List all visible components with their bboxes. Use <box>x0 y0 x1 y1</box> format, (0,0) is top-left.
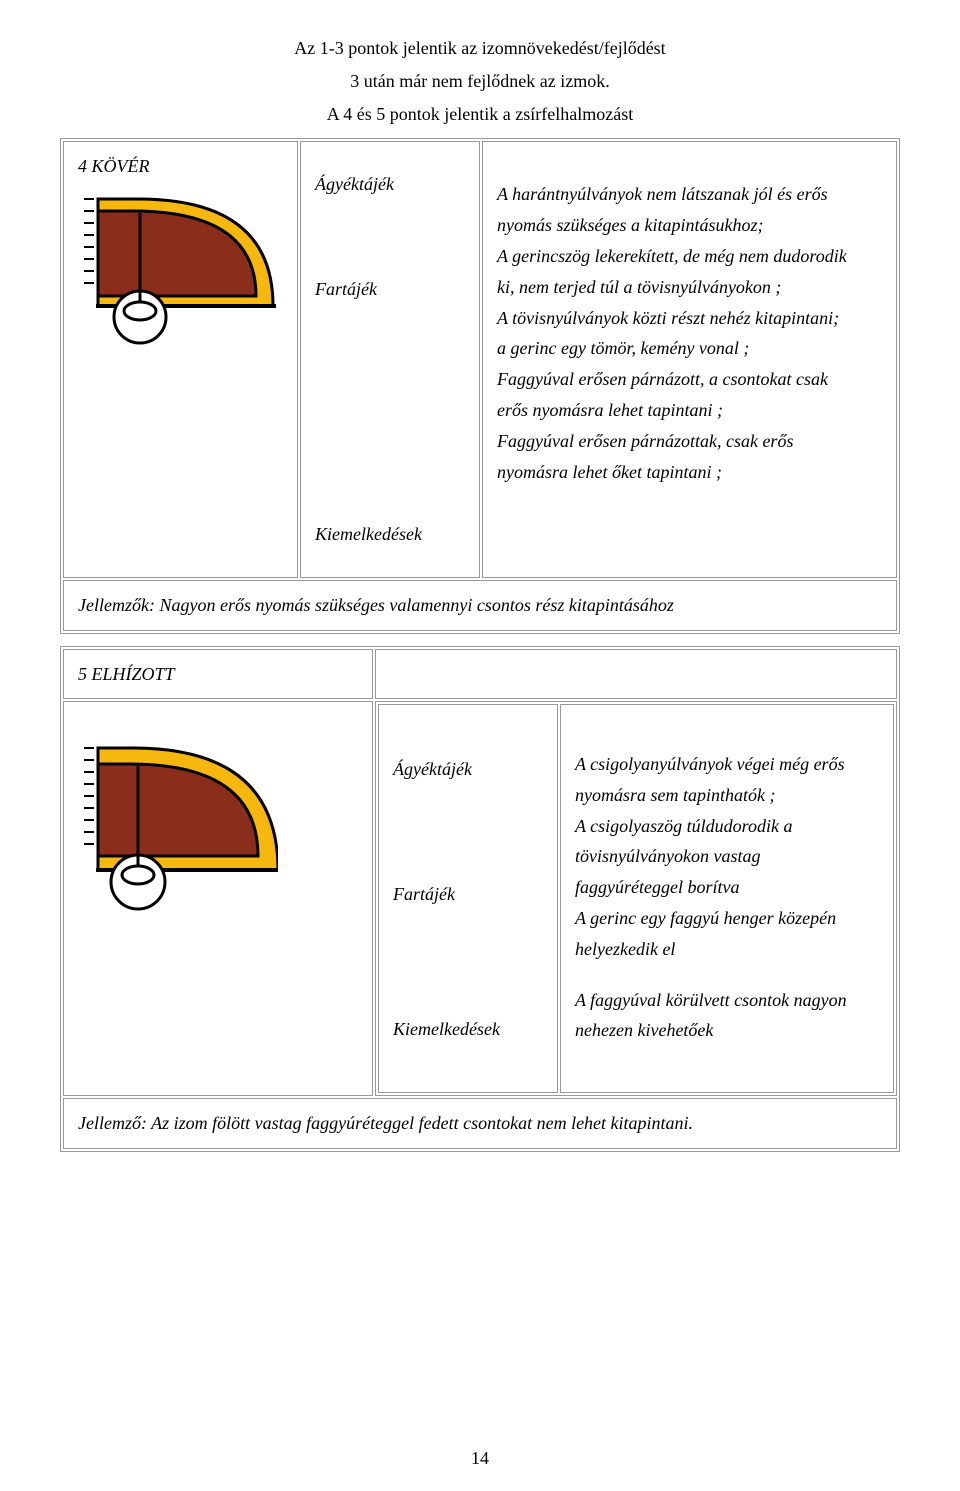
row5-heading: 5 ELHÍZOTT <box>78 664 175 684</box>
row4-heading-cell: 4 KÖVÉR <box>63 141 298 577</box>
row5-label-1: Ágyéktájék <box>393 755 543 784</box>
row5-right-wrapper: Ágyéktájék Fartájék Kiemelkedések A csig… <box>375 701 897 1095</box>
row4-desc-p5: A tövisnyúlványok közti részt nehéz kita… <box>497 304 882 333</box>
row5-desc-p8 <box>575 966 879 984</box>
row5-jellemzo-cell: Jellemző: Az izom fölött vastag faggyúré… <box>63 1098 897 1149</box>
row5-desc-cell: A csigolyanyúlványok végei még erős nyom… <box>560 704 894 1092</box>
row5-label-3: Kiemelkedések <box>393 1015 543 1044</box>
row4-desc-p9: Faggyúval erősen párnázottak, csak erős <box>497 427 882 456</box>
row5-mid-cell: Ágyéktájék Fartájék Kiemelkedések <box>378 704 558 1092</box>
row4-diagram <box>78 191 278 351</box>
row5-left-cell <box>63 701 373 1095</box>
row4-label-3: Kiemelkedések <box>315 520 465 549</box>
row5-desc-p1: A csigolyanyúlványok végei még erős <box>575 750 879 779</box>
row5-desc-p9: A faggyúval körülvett csontok nagyon <box>575 986 879 1015</box>
row5-heading-spacer <box>375 649 897 700</box>
row5-desc-p3: A csigolyaszög túldudorodik a <box>575 812 879 841</box>
table-row-5: 5 ELHÍZOTT <box>60 646 900 1152</box>
row5-diagram <box>78 742 278 902</box>
page: Az 1-3 pontok jelentik az izomnövekedést… <box>0 0 960 1491</box>
row4-jellemzo: Jellemzők: Nagyon erős nyomás szükséges … <box>78 595 674 615</box>
table-row-4: 4 KÖVÉR <box>60 138 900 633</box>
row5-heading-cell: 5 ELHÍZOTT <box>63 649 373 700</box>
row4-desc-p4: ki, nem terjed túl a tövisnyúlványokon ; <box>497 273 882 302</box>
row4-mid-cell: Ágyéktájék Fartájék Kiemelkedések <box>300 141 480 577</box>
row5-desc-p4: tövisnyúlványokon vastag <box>575 842 879 871</box>
row4-desc-cell: A harántnyúlványok nem látszanak jól és … <box>482 141 897 577</box>
row4-desc-p10: nyomásra lehet őket tapintani ; <box>497 458 882 487</box>
row5-label-2: Fartájék <box>393 880 543 909</box>
row4-desc-p3: A gerincszög lekerekített, de még nem du… <box>497 242 882 271</box>
row5-desc-p5: faggyúréteggel borítva <box>575 873 879 902</box>
intro-block: Az 1-3 pontok jelentik az izomnövekedést… <box>60 34 900 128</box>
intro-line-3: A 4 és 5 pontok jelentik a zsírfelhalmoz… <box>100 100 860 129</box>
row4-label-1: Ágyéktájék <box>315 170 465 199</box>
row5-desc-p7: helyezkedik el <box>575 935 879 964</box>
row4-label-2: Fartájék <box>315 275 465 304</box>
row5-jellemzo: Jellemző: Az izom fölött vastag faggyúré… <box>78 1113 693 1133</box>
row4-desc-p1: A harántnyúlványok nem látszanak jól és … <box>497 180 882 209</box>
page-number: 14 <box>0 1444 960 1473</box>
row4-heading: 4 KÖVÉR <box>78 156 150 176</box>
intro-line-1: Az 1-3 pontok jelentik az izomnövekedést… <box>100 34 860 63</box>
row4-desc-p6: a gerinc egy tömör, kemény vonal ; <box>497 334 882 363</box>
row5-desc-p6: A gerinc egy faggyú henger közepén <box>575 904 879 933</box>
row4-desc-p8: erős nyomásra lehet tapintani ; <box>497 396 882 425</box>
row4-desc-p7: Faggyúval erősen párnázott, a csontokat … <box>497 365 882 394</box>
row4-jellemzo-cell: Jellemzők: Nagyon erős nyomás szükséges … <box>63 580 897 631</box>
row5-desc-p2: nyomásra sem tapinthatók ; <box>575 781 879 810</box>
row4-desc-p2: nyomás szükséges a kitapintásukhoz; <box>497 211 882 240</box>
intro-line-2: 3 után már nem fejlődnek az izmok. <box>100 67 860 96</box>
row5-desc-p10: nehezen kivehetőek <box>575 1016 879 1045</box>
